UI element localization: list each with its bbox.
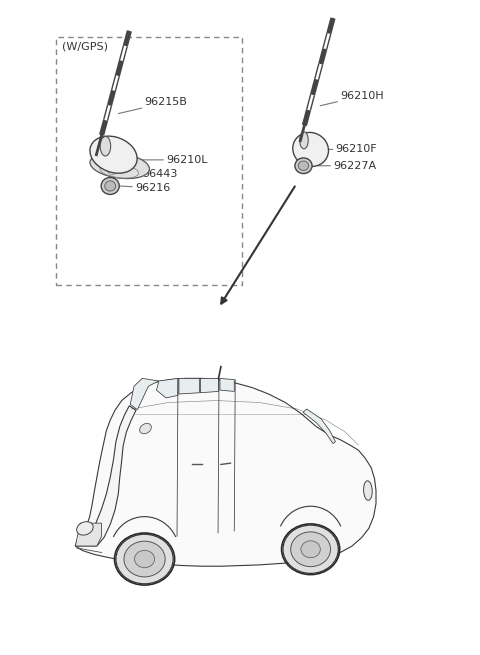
Text: 96227A: 96227A — [318, 160, 376, 171]
Ellipse shape — [140, 423, 151, 434]
Text: 96443: 96443 — [128, 169, 178, 179]
Ellipse shape — [301, 541, 320, 557]
Ellipse shape — [295, 158, 312, 174]
Ellipse shape — [283, 525, 338, 573]
Ellipse shape — [90, 136, 137, 173]
Text: 96210F: 96210F — [327, 145, 377, 155]
Text: 96216: 96216 — [120, 183, 170, 193]
Ellipse shape — [134, 550, 155, 568]
Ellipse shape — [293, 132, 328, 166]
Polygon shape — [200, 379, 218, 393]
Text: 96210H: 96210H — [320, 91, 384, 105]
Ellipse shape — [105, 181, 116, 191]
Polygon shape — [130, 379, 159, 409]
Ellipse shape — [298, 161, 309, 170]
Polygon shape — [75, 379, 376, 566]
Ellipse shape — [90, 153, 149, 179]
Polygon shape — [220, 379, 234, 392]
Polygon shape — [303, 409, 336, 443]
Ellipse shape — [100, 136, 111, 156]
Ellipse shape — [300, 132, 308, 149]
Ellipse shape — [77, 521, 93, 535]
Ellipse shape — [101, 178, 119, 195]
Ellipse shape — [363, 481, 372, 500]
Polygon shape — [75, 523, 102, 546]
Polygon shape — [156, 379, 178, 398]
Text: 96215B: 96215B — [118, 98, 187, 113]
Ellipse shape — [124, 541, 165, 577]
Text: (W/GPS): (W/GPS) — [62, 42, 108, 52]
Polygon shape — [179, 379, 199, 394]
Text: 96210L: 96210L — [137, 155, 207, 165]
Ellipse shape — [291, 532, 331, 567]
Polygon shape — [75, 405, 136, 546]
Ellipse shape — [116, 534, 173, 584]
